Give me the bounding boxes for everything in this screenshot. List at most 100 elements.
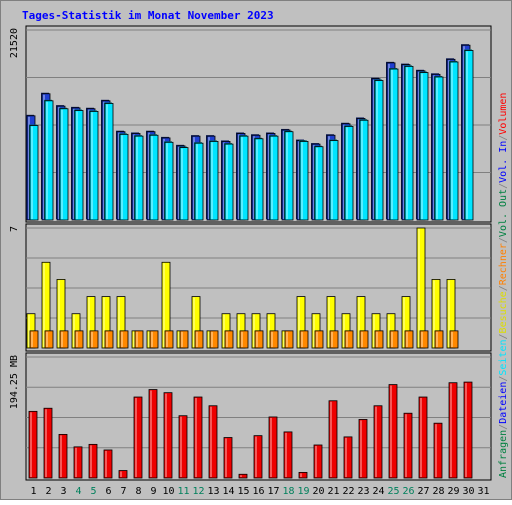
bar-besuche-day-2-highlight <box>43 263 45 347</box>
bar-rechner-day-21-highlight <box>331 331 333 347</box>
bar-rechner-day-20 <box>314 330 324 349</box>
x-tick-label-day-1: 1 <box>30 486 36 497</box>
bar-volumen-day-19 <box>298 471 308 479</box>
bar-besuche-day-13-highlight <box>208 331 210 347</box>
bar-rechner-day-27-highlight <box>421 331 423 347</box>
bar-rechner-day-8 <box>134 330 144 349</box>
bar-volumen-day-18-highlight <box>285 432 287 477</box>
x-tick-label-day-4: 4 <box>75 486 81 497</box>
bar-volumen-day-11 <box>178 415 188 479</box>
panel-volume: 194.25 MB <box>9 352 492 481</box>
bar-rechner-day-6-highlight <box>106 331 108 347</box>
bar-rechner-day-29 <box>449 330 459 349</box>
x-tick-label-day-30: 30 <box>462 486 474 497</box>
bar-volumen-day-29 <box>448 382 458 479</box>
bar-dateien-day-23 <box>359 119 369 221</box>
legend-item-5: / <box>498 333 509 339</box>
bar-rechner-day-14-highlight <box>226 331 228 347</box>
bar-rechner-day-25-highlight <box>391 331 393 347</box>
x-tick-label-day-5: 5 <box>90 486 96 497</box>
bar-dateien-day-27-highlight <box>421 73 423 220</box>
bar-dateien-day-12-highlight <box>196 144 198 219</box>
bar-volumen-day-3 <box>58 433 68 479</box>
bar-dateien-day-13 <box>209 141 219 221</box>
bar-rechner-day-15 <box>239 330 249 349</box>
legend-text: Anfragen/Dateien/Seiten/Besuche/Rechner/… <box>498 93 509 478</box>
bar-dateien-day-7-highlight <box>121 135 123 219</box>
bar-volumen-day-27 <box>418 396 428 479</box>
bar-volumen-day-2 <box>43 407 53 479</box>
x-axis-labels: 1 2 3 4 5 6 7 8 9 10 11 12 13 14 15 16 17 18 19 20 21 22 23 24 2… <box>30 486 489 497</box>
bar-rechner-day-4-highlight <box>76 331 78 347</box>
bar-rechner-day-4 <box>74 330 84 349</box>
x-tick-label-day-13: 13 <box>207 486 219 497</box>
bar-rechner-day-12-highlight <box>196 331 198 347</box>
bar-dateien-day-25 <box>389 68 399 221</box>
bar-dateien-day-10-highlight <box>166 143 168 219</box>
panels-layer: 21520 7 194.25 MB <box>9 25 492 481</box>
bar-dateien-day-24 <box>374 80 384 221</box>
bar-volumen-day-1-highlight <box>30 412 32 477</box>
bar-dateien-day-2 <box>44 100 54 221</box>
bar-rechner-day-5-highlight <box>91 331 93 347</box>
x-tick-label-day-16: 16 <box>252 486 264 497</box>
bar-rechner-day-11 <box>179 330 189 349</box>
bar-dateien-day-17-highlight <box>271 137 273 219</box>
bar-rechner-day-14 <box>224 330 234 349</box>
bar-besuche-day-12-highlight <box>193 297 195 347</box>
bar-volumen-day-17 <box>268 416 278 479</box>
bar-dateien-day-3 <box>59 108 69 221</box>
bar-dateien-day-27 <box>419 72 429 221</box>
bar-volumen-day-5 <box>88 443 98 479</box>
bar-rechner-day-17 <box>269 330 279 349</box>
bar-volumen-day-7-highlight <box>120 471 122 477</box>
bar-rechner-day-27 <box>419 330 429 349</box>
bar-volumen-day-17-highlight <box>270 417 272 477</box>
bar-volumen-day-27-highlight <box>420 398 422 477</box>
bar-rechner-day-8-highlight <box>136 331 138 347</box>
bar-rechner-day-26-highlight <box>406 331 408 347</box>
bar-dateien-day-5 <box>89 111 99 221</box>
x-tick-label-day-20: 20 <box>312 486 324 497</box>
bar-volumen-day-9 <box>148 389 158 479</box>
bar-dateien-day-18-highlight <box>286 132 288 219</box>
bar-dateien-day-22-highlight <box>346 127 348 219</box>
bar-rechner-day-22 <box>344 330 354 349</box>
bar-volumen-day-12-highlight <box>195 398 197 477</box>
bar-besuche-day-9-highlight <box>148 331 150 347</box>
bar-rechner-day-1-highlight <box>31 331 33 347</box>
x-tick-label-day-2: 2 <box>45 486 51 497</box>
bar-volumen-day-21 <box>328 400 338 479</box>
bar-dateien-day-14 <box>224 143 234 221</box>
bar-rechner-day-3-highlight <box>61 331 63 347</box>
bar-dateien-day-17 <box>269 135 279 221</box>
bar-volumen-day-13-highlight <box>210 406 212 477</box>
bar-rechner-day-28 <box>434 330 444 349</box>
bar-dateien-day-11-highlight <box>181 148 183 219</box>
legend-item-1: / <box>498 424 509 430</box>
bar-volumen-day-24-highlight <box>375 406 377 477</box>
bar-rechner-day-19-highlight <box>301 331 303 347</box>
bar-dateien-day-10 <box>164 141 174 221</box>
x-tick-label-day-24: 24 <box>372 486 384 497</box>
bar-dateien-day-12 <box>194 142 204 221</box>
x-tick-label-day-31: 31 <box>477 486 489 497</box>
bar-rechner-day-5 <box>89 330 99 349</box>
bar-besuche-day-14-highlight <box>223 314 225 347</box>
bar-volumen-day-16-highlight <box>255 436 257 477</box>
bar-dateien-day-14-highlight <box>226 145 228 219</box>
legend-item-2: Dateien <box>498 382 509 424</box>
x-tick-label-day-9: 9 <box>150 486 156 497</box>
legend-item-7: / <box>498 285 509 291</box>
x-tick-label-day-27: 27 <box>417 486 429 497</box>
x-tick-label-day-14: 14 <box>222 486 234 497</box>
x-tick-label-day-7: 7 <box>120 486 126 497</box>
bar-volumen-day-8 <box>133 396 143 479</box>
bar-rechner-day-19 <box>299 330 309 349</box>
bar-volumen-day-20 <box>313 444 323 479</box>
bar-rechner-day-2-highlight <box>46 331 48 347</box>
bar-volumen-day-25-highlight <box>390 385 392 477</box>
bar-dateien-day-22 <box>344 126 354 221</box>
bar-rechner-day-23 <box>359 330 369 349</box>
bar-volumen-day-8-highlight <box>135 398 137 477</box>
